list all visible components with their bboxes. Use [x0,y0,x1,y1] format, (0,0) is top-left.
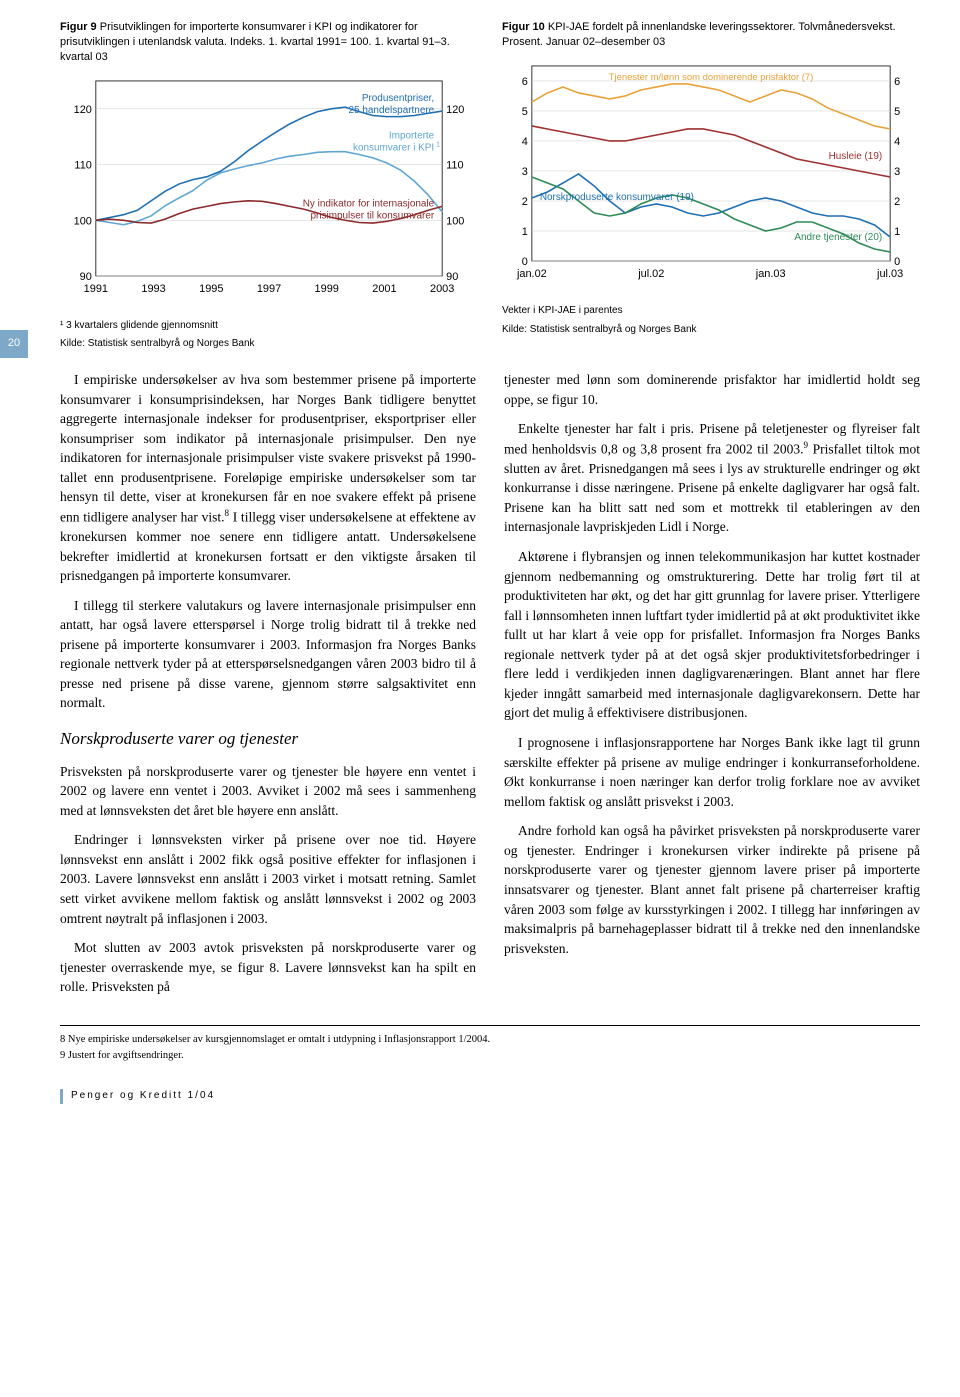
svg-text:120: 120 [446,103,464,115]
footnote-separator [60,1025,920,1026]
svg-text:4: 4 [522,136,528,148]
body-para: I empiriske undersøkelser av hva som bes… [60,370,476,586]
svg-text:Norskproduserte konsumvarer (1: Norskproduserte konsumvarer (19) [540,192,694,203]
svg-text:0: 0 [894,256,900,268]
svg-text:Produsentpriser,: Produsentpriser, [362,92,434,103]
svg-text:110: 110 [74,159,91,171]
body-para: tjenester med lønn som dominerende prisf… [504,370,920,409]
svg-text:Andre tjenester (20): Andre tjenester (20) [794,232,882,243]
figure-9: Figur 9 Prisutviklingen for importerte k… [60,20,478,352]
svg-text:120: 120 [74,103,92,115]
svg-text:2003: 2003 [430,282,454,294]
page-footer: Penger og Kreditt 1/04 [60,1089,920,1104]
svg-text:prisimpulser til konsumvarer: prisimpulser til konsumvarer [310,210,434,221]
figure-9-source: Kilde: Statistisk sentralbyrå og Norges … [60,337,478,352]
svg-text:2: 2 [522,196,528,208]
svg-text:3: 3 [894,166,900,178]
footnote-8: 8 Nye empiriske undersøkelser av kursgje… [60,1032,920,1048]
svg-text:2: 2 [894,196,900,208]
body-para: Mot slutten av 2003 avtok prisveksten på… [60,938,476,997]
svg-text:6: 6 [894,76,900,88]
svg-text:25 handelspartnere: 25 handelspartnere [349,104,435,115]
svg-text:110: 110 [446,159,463,171]
svg-text:2001: 2001 [372,282,396,294]
svg-text:3: 3 [522,166,528,178]
figure-9-chart: 90 90 100 100 110 110 120 120 1991 1993 1995 1997 19… [60,71,478,310]
svg-text:1999: 1999 [315,282,339,294]
svg-text:1: 1 [436,141,440,148]
svg-text:1997: 1997 [257,282,281,294]
svg-text:konsumvarer i KPI: konsumvarer i KPI [353,142,434,153]
svg-text:6: 6 [522,76,528,88]
body-para: I prognosene i inflasjonsrapportene har … [504,733,920,811]
svg-text:1: 1 [522,226,528,238]
svg-text:5: 5 [522,106,528,118]
svg-text:0: 0 [522,256,528,268]
right-column: tjenester med lønn som dominerende prisf… [504,370,920,1007]
figure-10-weights: Vekter i KPI-JAE i parentes [502,304,920,319]
svg-text:1993: 1993 [141,282,165,294]
body-para: I tillegg til sterkere valutakurs og lav… [60,596,476,713]
figure-10-chart: 0 0 1 1 2 2 3 3 4 4 5 5 6 6 jan.02 jul.02 jan.03 jul.03 Tj… [502,56,920,295]
svg-text:Ny indikator for internasjonal: Ny indikator for internasjonale [303,198,435,209]
svg-text:90: 90 [446,271,458,283]
section-heading: Norskproduserte varer og tjenester [60,727,476,752]
svg-text:jan.03: jan.03 [755,268,786,280]
figure-10-title: Figur 10 KPI-JAE fordelt på innenlandske… [502,20,920,50]
figure-9-title: Figur 9 Prisutviklingen for importerte k… [60,20,478,65]
body-para: Endringer i lønnsveksten virker på prise… [60,830,476,928]
left-column: I empiriske undersøkelser av hva som bes… [60,370,476,1007]
svg-text:Tjenester m/lønn som domineren: Tjenester m/lønn som dominerende prisfak… [609,72,814,83]
figure-10-source: Kilde: Statistisk sentralbyrå og Norges … [502,323,920,338]
svg-text:jul.02: jul.02 [637,268,664,280]
svg-text:4: 4 [894,136,900,148]
body-para: Andre forhold kan også ha påvirket prisv… [504,821,920,958]
body-para: Prisveksten på norskproduserte varer og … [60,762,476,821]
footnotes: 8 Nye empiriske undersøkelser av kursgje… [60,1032,920,1064]
svg-text:jul.03: jul.03 [876,268,903,280]
figure-10: Figur 10 KPI-JAE fordelt på innenlandske… [502,20,920,352]
svg-text:100: 100 [446,215,464,227]
svg-text:1991: 1991 [84,282,108,294]
body-para: Enkelte tjenester har falt i pris. Prise… [504,419,920,537]
svg-text:1: 1 [894,226,900,238]
svg-text:1995: 1995 [199,282,223,294]
svg-text:Husleie (19): Husleie (19) [829,151,883,162]
svg-text:90: 90 [80,271,92,283]
svg-text:jan.02: jan.02 [516,268,547,280]
body-para: Aktørene i flybransjen og innen telekomm… [504,547,920,723]
footnote-9: 9 Justert for avgiftsendringer. [60,1048,920,1064]
svg-text:5: 5 [894,106,900,118]
figure-9-note: ¹ 3 kvartalers glidende gjennomsnitt [60,319,478,334]
svg-text:Importerte: Importerte [389,130,435,141]
svg-text:100: 100 [74,215,92,227]
page-number-tab: 20 [0,330,28,358]
